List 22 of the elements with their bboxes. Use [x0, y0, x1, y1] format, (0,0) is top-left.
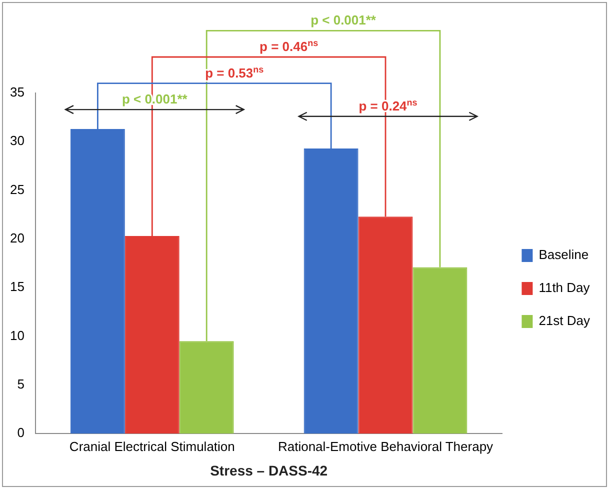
x-tick-label: Rational-Emotive Behavioral Therapy [278, 438, 494, 454]
bar [358, 216, 413, 434]
y-tick-label: 20 [10, 230, 24, 246]
legend-label: Baseline [538, 247, 589, 262]
text: p < 0.001** [310, 12, 377, 28]
y-tick-label: 5 [17, 376, 24, 392]
legend-label: 21st Day [538, 313, 590, 328]
x-tick-label: Cranial Electrical Stimulation [69, 438, 235, 454]
y-tick-label: 30 [10, 133, 24, 148]
y-tick-label: 0 [17, 425, 24, 440]
bar [412, 267, 468, 434]
bar [304, 148, 358, 434]
y-tick-label: 15 [10, 279, 24, 294]
y-tick-label: 35 [10, 84, 24, 100]
bar [179, 341, 234, 434]
y-tick-label: 10 [10, 328, 24, 343]
bar [70, 129, 125, 434]
legend-label: 11th Day [538, 280, 590, 296]
text: p = 0.46$^{ns}$ [260, 38, 318, 54]
y-tick-label: 25 [10, 182, 24, 197]
bar [124, 236, 180, 434]
x-axis-title: Stress – DASS-42 [210, 462, 328, 478]
